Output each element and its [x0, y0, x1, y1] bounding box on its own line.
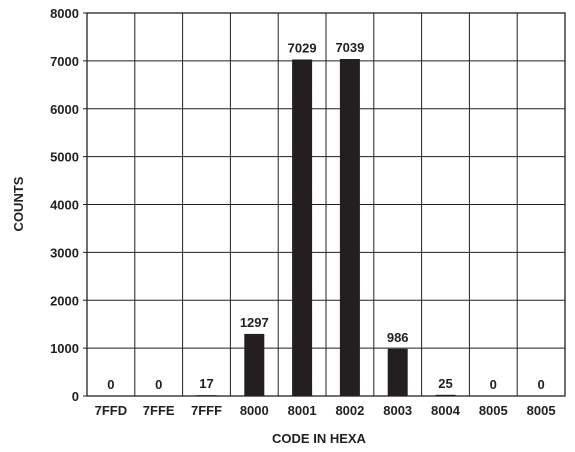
data-label: 0: [155, 377, 162, 392]
data-label: 0: [537, 377, 544, 392]
y-tick-label: 1000: [50, 341, 79, 356]
y-tick-label: 2000: [50, 293, 79, 308]
x-tick-label: 8002: [335, 403, 364, 418]
y-tick-label: 3000: [50, 245, 79, 260]
y-tick-label: 6000: [50, 102, 79, 117]
y-tick-labels: 0 1000 2000 3000 4000 5000 6000 7000 8000: [50, 6, 79, 404]
y-axis-title: COUNTS: [11, 176, 26, 231]
data-label: 7039: [335, 40, 364, 55]
plot-frame: [83, 12, 566, 397]
x-tick-label: 7FFF: [191, 403, 222, 418]
x-tick-label: 8000: [240, 403, 269, 418]
y-tick-label: 7000: [50, 54, 79, 69]
data-label: 7029: [288, 40, 317, 55]
x-tick-label: 7FFD: [95, 403, 128, 418]
x-tick-labels: 7FFD 7FFE 7FFF 8000 8001 8002 8003 8004 8005 8005: [95, 403, 556, 418]
bar: [387, 348, 408, 396]
bar: [339, 59, 360, 396]
y-tick-label: 8000: [50, 6, 79, 21]
bar: [244, 333, 265, 396]
data-label: 1297: [240, 315, 269, 330]
y-tick-label: 4000: [50, 198, 79, 213]
x-tick-label: 8005: [479, 403, 508, 418]
x-tick-label: 7FFE: [143, 403, 175, 418]
data-label: 0: [490, 377, 497, 392]
x-tick-label: 8004: [431, 403, 461, 418]
grid: [87, 12, 565, 397]
x-tick-label: 8003: [383, 403, 412, 418]
data-label: 17: [199, 376, 213, 391]
x-axis-title: CODE IN HEXA: [272, 431, 367, 446]
data-labels: 0 0 17 1297 7029 7039 986 25 0 0: [107, 40, 544, 392]
x-tick-label: 8001: [288, 403, 317, 418]
bar: [292, 59, 313, 396]
bars: [196, 59, 456, 396]
x-tick-label: 8005: [527, 403, 556, 418]
y-tick-label: 5000: [50, 150, 79, 165]
plot-border: [86, 12, 566, 397]
data-label: 0: [107, 377, 114, 392]
data-label: 986: [387, 330, 409, 345]
y-tick-label: 0: [72, 389, 79, 404]
data-label: 25: [438, 376, 452, 391]
